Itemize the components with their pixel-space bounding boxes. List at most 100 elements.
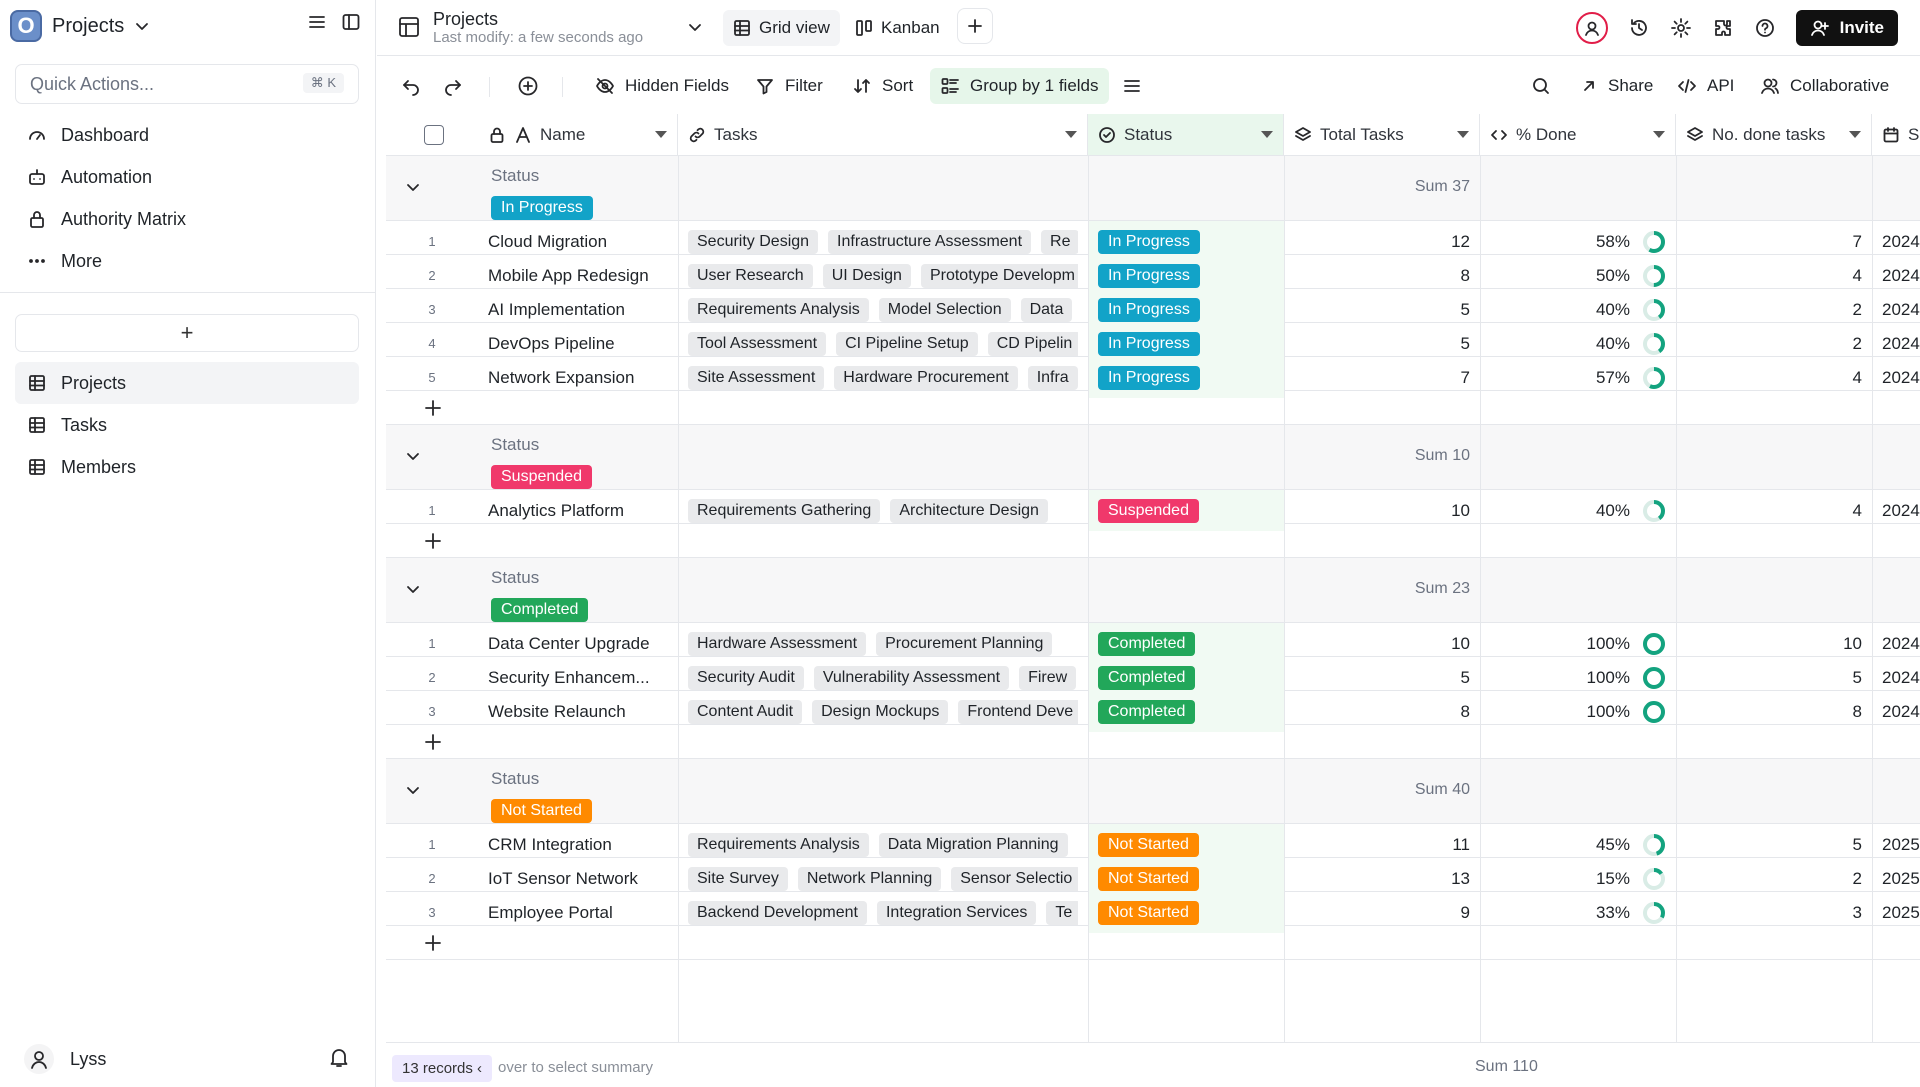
tab-grid-view[interactable]: Grid view (723, 10, 840, 46)
caret-down-icon[interactable] (1849, 131, 1861, 138)
task-chip[interactable]: Design Mockups (812, 699, 949, 724)
sidebar-item-more[interactable]: More (15, 240, 359, 282)
undo-button[interactable] (391, 68, 431, 104)
column-header-name[interactable]: Name (478, 114, 678, 156)
task-chip[interactable]: Content Audit (688, 699, 803, 724)
puzzle-icon[interactable] (1712, 17, 1734, 39)
collaborative-button[interactable]: Collaborative (1750, 68, 1899, 104)
chevron-down-icon[interactable] (404, 447, 422, 465)
status-cell[interactable]: In Progress (1088, 357, 1284, 398)
chevron-down-icon[interactable] (686, 18, 704, 36)
task-chip[interactable]: CI Pipeline Setup (836, 331, 978, 356)
task-chip[interactable]: Data Migration Planning (878, 832, 1068, 857)
task-chip[interactable]: Vulnerability Assessment (813, 665, 1010, 690)
table-row[interactable]: 2 Security Enhancem... Security Audit Vulne… (386, 657, 1920, 698)
task-chip[interactable]: Prototype Developm (920, 263, 1078, 288)
api-button[interactable]: API (1667, 68, 1744, 104)
sort-button[interactable]: Sort (842, 68, 923, 104)
user-profile[interactable]: Lyss (24, 1044, 106, 1074)
task-chip[interactable]: Integration Services (876, 900, 1037, 925)
quick-actions-search[interactable]: Quick Actions... ⌘ K (15, 64, 359, 104)
table-row[interactable]: 1 Data Center Upgrade Hardware Assessment P… (386, 623, 1920, 664)
task-chip[interactable]: User Research (688, 263, 813, 288)
status-cell[interactable]: Suspended (1088, 490, 1284, 531)
task-chip[interactable]: UI Design (822, 263, 911, 288)
task-chip[interactable]: Infra (1027, 365, 1078, 390)
task-chip[interactable]: Site Assessment (688, 365, 825, 390)
column-header-done-tasks[interactable]: No. done tasks (1676, 114, 1872, 156)
task-chip[interactable]: Tool Assessment (688, 331, 827, 356)
chevron-down-icon[interactable] (404, 580, 422, 598)
invite-button[interactable]: Invite (1795, 10, 1898, 46)
task-chip[interactable]: Model Selection (878, 297, 1011, 322)
filter-button[interactable]: Filter (745, 68, 833, 104)
task-chip[interactable]: Requirements Gathering (688, 498, 881, 523)
redo-button[interactable] (433, 68, 473, 104)
task-chip[interactable]: Requirements Analysis (688, 832, 869, 857)
caret-down-icon[interactable] (655, 131, 667, 138)
status-cell[interactable]: Not Started (1088, 892, 1284, 933)
hidden-fields-button[interactable]: Hidden Fields (585, 68, 739, 104)
search-button[interactable] (1521, 68, 1561, 104)
add-row-button[interactable] (386, 524, 1920, 558)
table-row[interactable]: 4 DevOps Pipeline Tool Assessment CI Pipeli… (386, 323, 1920, 364)
task-chip[interactable]: Network Planning (797, 866, 942, 891)
task-chip[interactable]: Architecture Design (890, 498, 1048, 523)
column-header-percent-done[interactable]: % Done (1480, 114, 1676, 156)
add-record-button[interactable] (507, 68, 549, 104)
table-row[interactable]: 1 Cloud Migration Security Design Infrastru… (386, 221, 1920, 262)
table-row[interactable]: 3 AI Implementation Requirements Analysis M… (386, 289, 1920, 330)
add-view-button[interactable] (957, 8, 993, 44)
history-icon[interactable] (1628, 17, 1650, 39)
sidebar-item-projects[interactable]: Projects (15, 362, 359, 404)
add-table-button[interactable]: + (15, 314, 359, 352)
task-chip[interactable]: Requirements Analysis (688, 297, 869, 322)
caret-down-icon[interactable] (1653, 131, 1665, 138)
task-chip[interactable]: Procurement Planning (876, 631, 1053, 656)
sidebar-item-automation[interactable]: Automation (15, 156, 359, 198)
task-chip[interactable]: Data (1020, 297, 1073, 322)
record-count[interactable]: 13 records ‹ (392, 1055, 493, 1082)
caret-down-icon[interactable] (1457, 131, 1469, 138)
task-chip[interactable]: Re (1041, 229, 1078, 254)
column-header-total-tasks[interactable]: Total Tasks (1284, 114, 1480, 156)
sidebar-toggle-icon[interactable] (341, 12, 361, 32)
task-chip[interactable]: Site Survey (688, 866, 788, 891)
table-row[interactable]: 3 Website Relaunch Content Audit Design Moc… (386, 691, 1920, 732)
add-row-button[interactable] (386, 391, 1920, 425)
gear-icon[interactable] (1670, 17, 1692, 39)
task-chip[interactable]: Sensor Selectio (951, 866, 1078, 891)
add-row-button[interactable] (386, 725, 1920, 759)
column-header-status[interactable]: Status (1088, 114, 1284, 156)
task-chip[interactable]: Frontend Deve (958, 699, 1078, 724)
select-all-checkbox[interactable] (424, 125, 444, 145)
sidebar-item-authority-matrix[interactable]: Authority Matrix (15, 198, 359, 240)
chevron-down-icon[interactable] (404, 781, 422, 799)
task-chip[interactable]: Backend Development (688, 900, 867, 925)
status-cell[interactable]: Completed (1088, 691, 1284, 732)
task-chip[interactable]: Te (1046, 900, 1078, 925)
chevron-down-icon[interactable] (404, 178, 422, 196)
table-row[interactable]: 5 Network Expansion Site Assessment Hardwar… (386, 357, 1920, 398)
help-icon[interactable] (1754, 17, 1776, 39)
add-row-button[interactable] (386, 926, 1920, 960)
group-by-button[interactable]: Group by 1 fields (930, 68, 1109, 104)
caret-down-icon[interactable] (1261, 131, 1273, 138)
recording-avatar[interactable] (1575, 12, 1608, 44)
sidebar-item-tasks[interactable]: Tasks (15, 404, 359, 446)
sidebar-item-members[interactable]: Members (15, 446, 359, 488)
table-row[interactable]: 2 IoT Sensor Network Site Survey Network Pl… (386, 858, 1920, 899)
workspace-switcher[interactable]: O Projects (10, 8, 150, 44)
task-chip[interactable]: Infrastructure Assessment (828, 229, 1032, 254)
task-chip[interactable]: Firew (1019, 665, 1077, 690)
sidebar-item-dashboard[interactable]: Dashboard (15, 114, 359, 156)
menu-icon[interactable] (307, 12, 327, 32)
task-chip[interactable]: Security Audit (688, 665, 804, 690)
table-row[interactable]: 2 Mobile App Redesign User Research UI Desi… (386, 255, 1920, 296)
bell-icon[interactable] (328, 1046, 350, 1068)
task-chip[interactable]: Security Design (688, 229, 819, 254)
task-chip[interactable]: CD Pipelin (987, 331, 1078, 356)
task-chip[interactable]: Hardware Assessment (688, 631, 867, 656)
task-chip[interactable]: Hardware Procurement (834, 365, 1018, 390)
column-header-date[interactable]: S (1872, 114, 1920, 156)
